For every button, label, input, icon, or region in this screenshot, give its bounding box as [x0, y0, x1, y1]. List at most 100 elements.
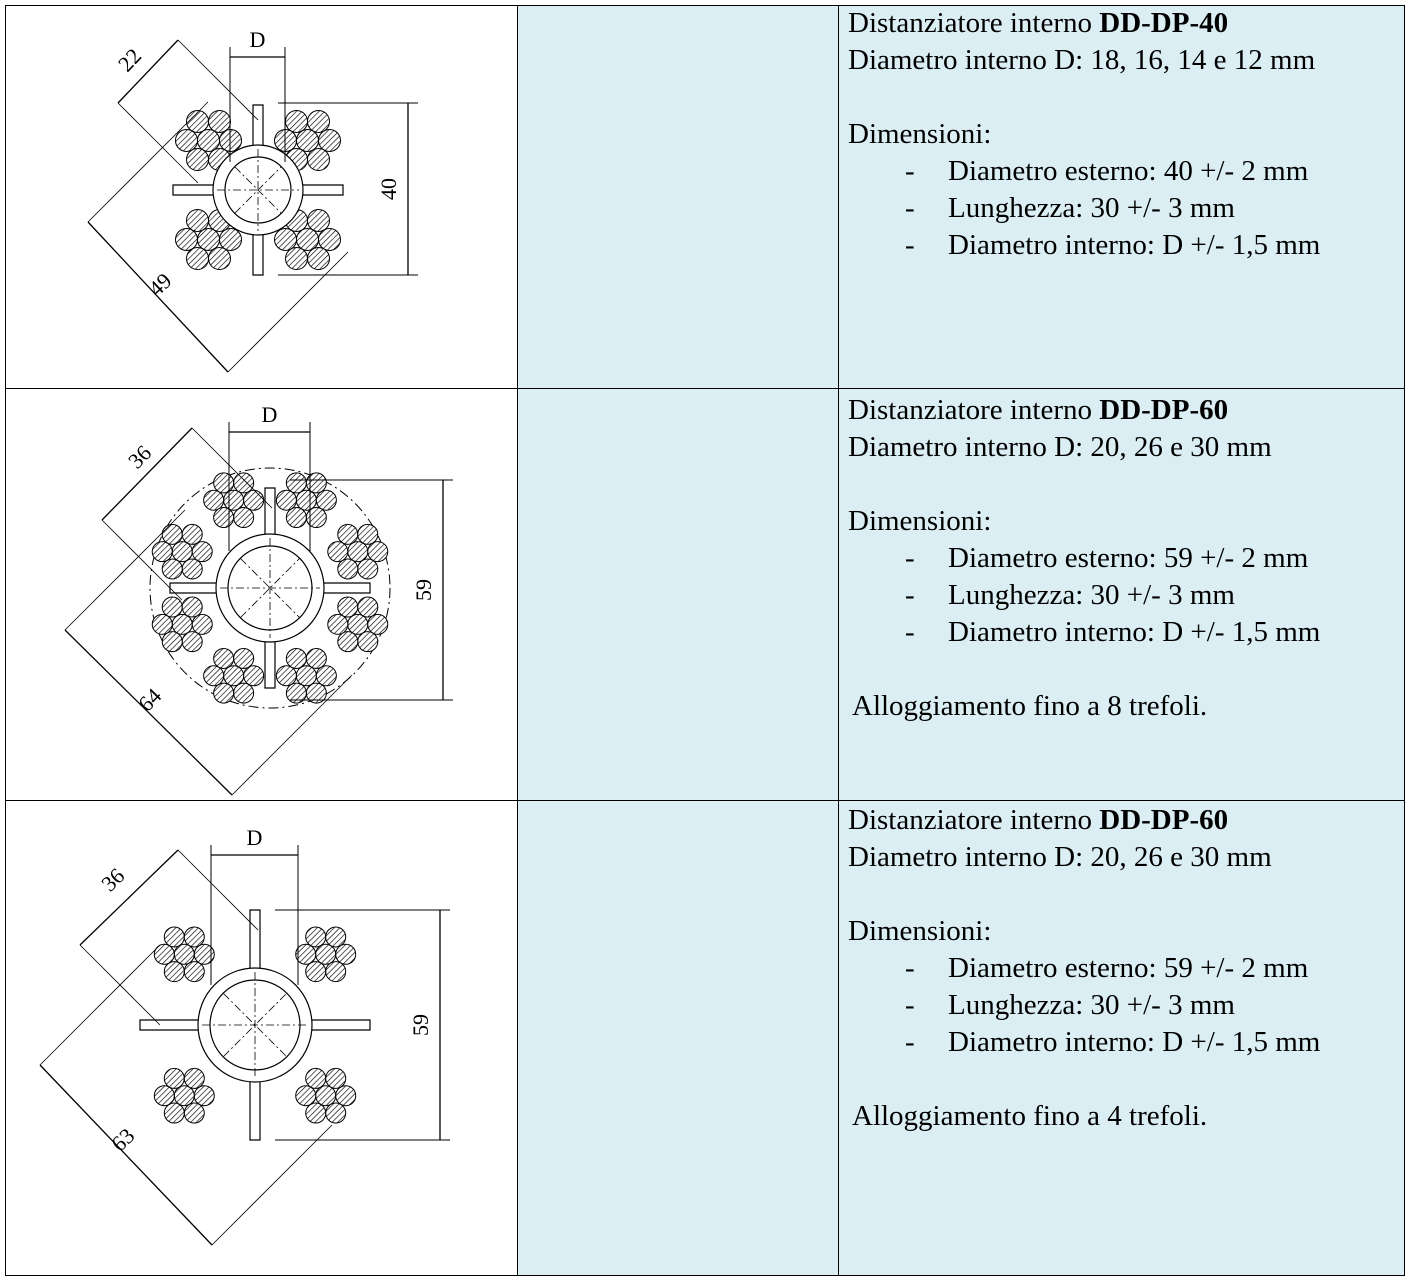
strand [191, 541, 213, 563]
strand [367, 541, 389, 563]
strand [183, 926, 205, 948]
strand [275, 489, 297, 511]
strand [305, 472, 327, 494]
drawing-line [211, 1124, 333, 1246]
drawing-line [101, 427, 193, 521]
bullet: - Diametro esterno: 59 +/- 2 mm [848, 950, 1320, 987]
strand [219, 227, 243, 251]
strand [306, 208, 330, 232]
strand [305, 647, 327, 669]
drawing-line [64, 629, 233, 796]
bullet: - Lunghezza: 30 +/- 3 mm [848, 577, 1320, 614]
strand [275, 665, 297, 687]
strand [233, 472, 255, 494]
dimension-label: 40 [376, 178, 401, 200]
inner-diameter: Diametro interno D: 20, 26 e 30 mm [848, 431, 1272, 463]
drawing-line [79, 849, 179, 946]
drawing-line [39, 1064, 213, 1246]
strand [337, 631, 359, 653]
strand [284, 247, 308, 271]
note: Alloggiamento fino a 8 trefoli. [852, 690, 1208, 722]
dimension-label: D [262, 402, 278, 427]
strand [203, 665, 225, 687]
strand [186, 247, 210, 271]
strand [181, 596, 203, 618]
dimension-label: 59 [411, 579, 436, 601]
drawing-line [39, 944, 161, 1066]
spacer [848, 1061, 1320, 1098]
strand [233, 647, 255, 669]
model-code: DD-DP-60 [1099, 394, 1229, 426]
strand [285, 682, 307, 704]
bullet-marker: - [905, 952, 915, 984]
cell [838, 800, 1405, 1276]
strand [335, 1085, 357, 1107]
drawing-line [191, 427, 273, 509]
strand [295, 943, 317, 965]
drawing-line [177, 39, 259, 121]
bullet-marker: - [905, 579, 915, 611]
cell [838, 5, 1405, 389]
note: Alloggiamento fino a 4 trefoli. [852, 1100, 1208, 1132]
strand [295, 1085, 317, 1107]
strand [367, 613, 389, 635]
strand [327, 541, 349, 563]
title-line: Distanziatore interno DD-DP-60 [848, 392, 1320, 429]
drawing-line [101, 519, 183, 601]
spacer [848, 651, 1320, 688]
bullet-marker: - [905, 616, 915, 648]
drawing-line [117, 102, 199, 184]
strand [175, 129, 199, 153]
heading: Dimensioni: [848, 915, 992, 947]
cell [5, 5, 518, 389]
description: Distanziatore interno DD-DP-60 Diametro i… [848, 802, 1320, 1135]
strand [335, 943, 357, 965]
strand [327, 613, 349, 635]
cell [838, 388, 1405, 801]
strand [305, 961, 327, 983]
bullet-marker: - [905, 989, 915, 1021]
strand [161, 631, 183, 653]
strand [163, 961, 185, 983]
drawing-line [240, 558, 300, 618]
heading: Dimensioni: [848, 505, 992, 537]
title-prefix: Distanziatore interno [848, 7, 1092, 39]
cell [5, 388, 518, 801]
spacer [848, 466, 1320, 503]
drawing-line [177, 849, 259, 931]
strand [213, 682, 235, 704]
spacer [848, 876, 1320, 913]
bullet: - Diametro esterno: 40 +/- 2 mm [848, 153, 1320, 190]
strand [153, 943, 175, 965]
inner-diameter: Diametro interno D: 18, 16, 14 e 12 mm [848, 44, 1316, 76]
dimension-label: 59 [408, 1014, 433, 1036]
bullet-marker: - [905, 229, 915, 261]
inner-diameter: Diametro interno D: 20, 26 e 30 mm [848, 841, 1272, 873]
bullet-marker: - [905, 542, 915, 574]
spacer [848, 79, 1320, 116]
title-line: Distanziatore interno DD-DP-60 [848, 802, 1320, 839]
drawing-line [87, 101, 209, 223]
heading: Dimensioni: [848, 118, 992, 150]
bullet-text: Diametro esterno: 40 +/- 2 mm [948, 155, 1309, 187]
strand [151, 613, 173, 635]
strand [161, 558, 183, 580]
drawing-line [87, 221, 229, 373]
strand [306, 109, 330, 133]
title-line: Distanziatore interno DD-DP-40 [848, 5, 1320, 42]
bullet: - Lunghezza: 30 +/- 3 mm [848, 190, 1320, 227]
strand [357, 596, 379, 618]
bullet-text: Diametro interno: D +/- 1,5 mm [948, 616, 1321, 648]
title-prefix: Distanziatore interno [848, 394, 1092, 426]
strand [186, 148, 210, 172]
bullet: - Lunghezza: 30 +/- 3 mm [848, 987, 1320, 1024]
strand [183, 1067, 205, 1089]
bullet-text: Lunghezza: 30 +/- 3 mm [948, 579, 1235, 611]
strand [317, 129, 341, 153]
strand [325, 1067, 347, 1089]
strand [203, 489, 225, 511]
strand [193, 943, 215, 965]
description: Distanziatore interno DD-DP-40 Diametro i… [848, 5, 1320, 264]
strand [315, 489, 337, 511]
bullet: - Diametro interno: D +/- 1,5 mm [848, 1024, 1320, 1061]
